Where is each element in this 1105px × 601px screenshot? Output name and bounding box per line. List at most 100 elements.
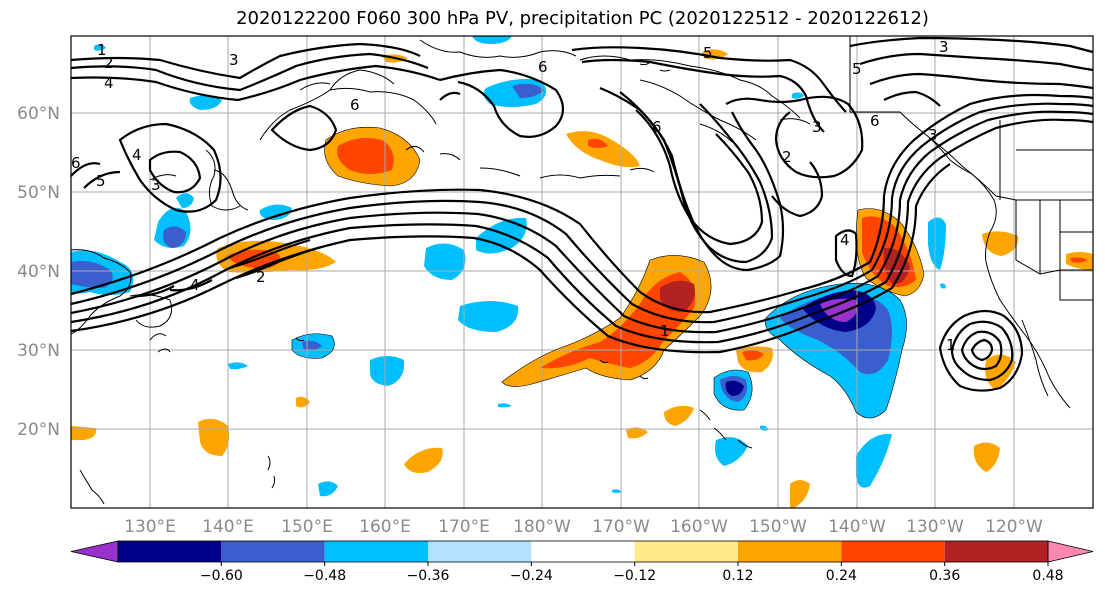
lon-label: 140°W <box>828 517 886 537</box>
colorbar-segment <box>944 541 1048 562</box>
precip-cell <box>189 95 222 110</box>
lon-label: 180°W <box>513 517 571 537</box>
colorbar-segment <box>221 541 325 562</box>
precip-cell <box>846 369 854 375</box>
contour-label: 6 <box>71 154 81 172</box>
precip-cell <box>1070 257 1088 263</box>
colorbar-segment <box>634 541 738 562</box>
lat-label: 40°N <box>17 262 60 282</box>
contour-label: 3 <box>151 176 161 194</box>
colorbar-tick-label: −0.36 <box>407 568 450 584</box>
precip-cell <box>792 92 804 99</box>
precip-cell <box>928 217 946 270</box>
colorbar-tick-label: −0.24 <box>510 568 553 584</box>
contour-label: 2 <box>256 268 266 286</box>
map-title: 2020122200 F060 300 hPa PV, precipitatio… <box>236 8 929 29</box>
contour-label: 4 <box>190 276 200 294</box>
contour-label: 3 <box>928 126 938 144</box>
contour-label: 3 <box>939 38 949 56</box>
latitude-labels: 60°N 50°N 40°N 30°N 20°N <box>17 104 60 440</box>
precip-cell <box>318 481 338 497</box>
precip-cell <box>163 226 186 248</box>
contour-label: 4 <box>840 231 850 249</box>
colorbar-tick-label: 0.24 <box>826 568 857 584</box>
precip-cell <box>940 283 946 289</box>
lon-label: 150°E <box>281 517 333 537</box>
precip-cell <box>856 433 892 488</box>
lon-label: 130°E <box>124 517 176 537</box>
contour-label: 3 <box>812 118 822 136</box>
coastlines <box>71 36 1093 505</box>
contour-label: 1 <box>97 41 107 59</box>
precip-cell <box>790 480 810 508</box>
precip-cell <box>725 380 744 396</box>
precip-cell <box>337 138 394 174</box>
colorbar-segment <box>841 541 945 562</box>
precip-cell <box>498 403 512 408</box>
precip-cell <box>612 489 622 493</box>
precip-cell <box>458 301 519 332</box>
colorbar-tick-label: 0.12 <box>722 568 753 584</box>
lon-label: 130°W <box>906 517 964 537</box>
precip-cell <box>540 272 696 369</box>
precip-cell <box>476 217 527 254</box>
colorbar: −0.60 −0.48 −0.36 −0.24 −0.12 0.12 0.24 0.36 0.4… <box>70 540 1094 584</box>
longitude-labels: 130°E 140°E 150°E 160°E 170°E 180°W 170°… <box>124 517 1043 537</box>
contour-label: 2 <box>782 148 792 166</box>
precip-cell <box>512 83 544 98</box>
contour-label: 5 <box>96 172 106 190</box>
lon-label: 140°E <box>202 517 254 537</box>
colorbar-tick-label: 0.48 <box>1032 568 1063 584</box>
precip-cell <box>94 44 106 51</box>
lat-label: 60°N <box>17 104 60 124</box>
precip-cell <box>370 356 405 386</box>
colorbar-segment <box>738 541 842 562</box>
precip-cell <box>228 362 248 370</box>
colorbar-tick-label: −0.48 <box>303 568 346 584</box>
lat-label: 50°N <box>17 183 60 203</box>
contour-label: 3 <box>229 51 239 69</box>
precip-cell <box>660 280 695 312</box>
precip-cell <box>982 231 1019 256</box>
precip-cell <box>742 350 764 361</box>
colorbar-segment <box>118 541 222 562</box>
lon-label: 150°W <box>749 517 807 537</box>
precip-cell <box>259 204 292 220</box>
pv-contours <box>71 36 1093 392</box>
colorbar-tick-label: −0.60 <box>200 568 243 584</box>
precip-cell <box>472 36 512 44</box>
colorbar-tick-label: −0.12 <box>613 568 656 584</box>
precip-outlines <box>291 126 925 419</box>
contour-label: 4 <box>104 74 114 92</box>
precip-cell <box>588 138 608 148</box>
precip-cell <box>973 442 1000 472</box>
contour-label: 1 <box>946 336 956 354</box>
lon-label: 120°W <box>985 517 1043 537</box>
contour-label: 6 <box>350 96 360 114</box>
contour-label: 6 <box>652 118 662 136</box>
contour-label: 6 <box>870 112 880 130</box>
contour-label: 5 <box>703 44 713 62</box>
lon-label: 160°E <box>359 517 411 537</box>
map-frame <box>70 35 1094 509</box>
precip-cell <box>71 261 113 288</box>
precip-cell <box>664 405 694 426</box>
precip-cell <box>176 193 194 208</box>
contour-label: 2 <box>104 54 114 72</box>
contour-label: 6 <box>538 58 548 76</box>
lon-label: 160°W <box>670 517 728 537</box>
colorbar-tick-label: 0.36 <box>929 568 960 584</box>
lat-label: 30°N <box>17 341 60 361</box>
lon-label: 170°E <box>438 517 490 537</box>
lon-label: 170°W <box>592 517 650 537</box>
precip-cell <box>404 447 443 473</box>
contour-label: 4 <box>132 146 142 164</box>
precip-cell <box>985 354 1016 390</box>
colorbar-extend-max <box>1047 540 1094 563</box>
contour-label: 5 <box>852 60 862 78</box>
precip-cell <box>198 418 230 456</box>
lat-label: 20°N <box>17 420 60 440</box>
contour-labels: 1 2 4 3 6 5 3 5 6 6 3 2 6 3 4 5 3 6 4 2 … <box>71 38 956 354</box>
contour-label: 1 <box>660 322 670 340</box>
